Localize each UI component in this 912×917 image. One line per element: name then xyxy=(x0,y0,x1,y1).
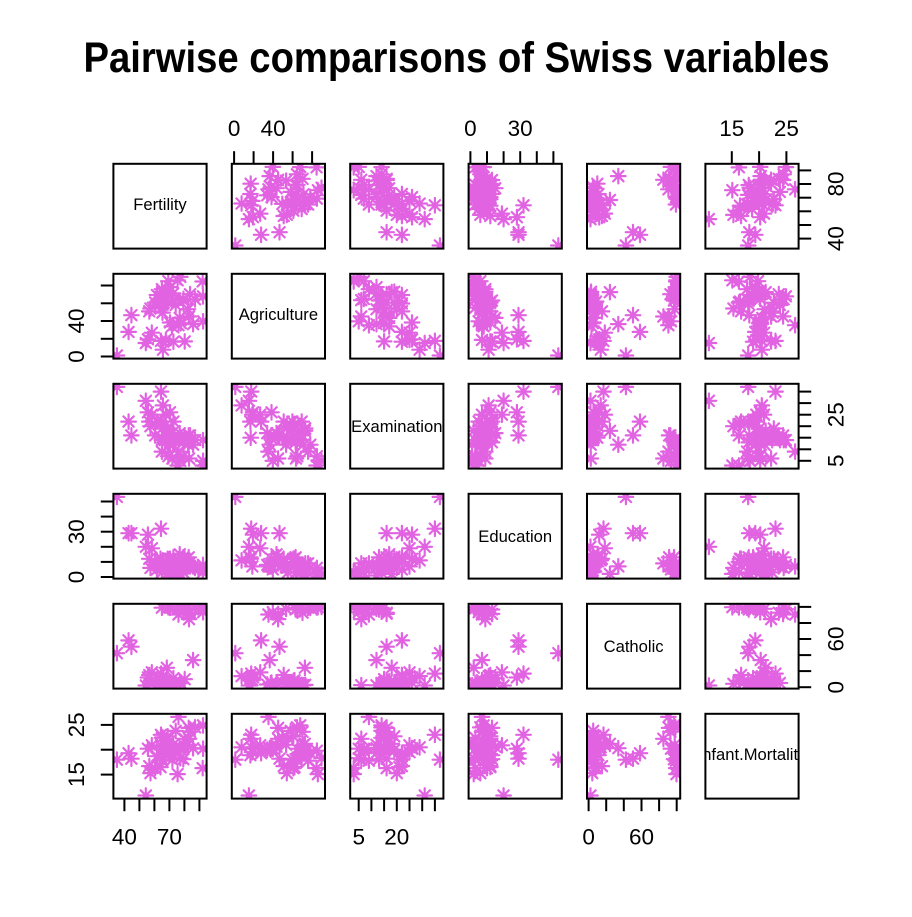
svg-text:40: 40 xyxy=(112,825,137,850)
svg-text:70: 70 xyxy=(157,825,182,850)
svg-text:5: 5 xyxy=(352,825,365,850)
svg-text:0: 0 xyxy=(228,116,241,141)
svg-text:60: 60 xyxy=(629,825,654,850)
svg-text:25: 25 xyxy=(823,402,848,427)
svg-text:Fertility: Fertility xyxy=(133,195,187,214)
svg-text:15: 15 xyxy=(64,762,89,787)
svg-text:Pairwise comparisons of Swiss: Pairwise comparisons of Swiss variables xyxy=(84,35,830,82)
svg-text:Infant.Mortality: Infant.Mortality xyxy=(698,745,808,764)
svg-text:25: 25 xyxy=(64,712,89,737)
svg-text:15: 15 xyxy=(719,116,744,141)
svg-text:Catholic: Catholic xyxy=(604,637,664,656)
svg-text:60: 60 xyxy=(823,626,848,651)
svg-text:Agriculture: Agriculture xyxy=(239,305,318,324)
svg-text:5: 5 xyxy=(823,455,848,468)
svg-text:20: 20 xyxy=(384,825,409,850)
svg-text:0: 0 xyxy=(582,825,595,850)
svg-text:80: 80 xyxy=(823,171,848,196)
svg-text:30: 30 xyxy=(64,519,89,544)
svg-text:Examination: Examination xyxy=(351,417,442,436)
svg-text:0: 0 xyxy=(464,116,477,141)
svg-text:40: 40 xyxy=(823,226,848,251)
svg-text:40: 40 xyxy=(64,308,89,333)
svg-text:0: 0 xyxy=(64,350,89,363)
svg-text:30: 30 xyxy=(508,116,533,141)
svg-text:0: 0 xyxy=(64,571,89,584)
svg-text:0: 0 xyxy=(823,681,848,694)
svg-text:Education: Education xyxy=(478,527,552,546)
svg-text:25: 25 xyxy=(774,116,799,141)
svg-text:40: 40 xyxy=(261,116,286,141)
